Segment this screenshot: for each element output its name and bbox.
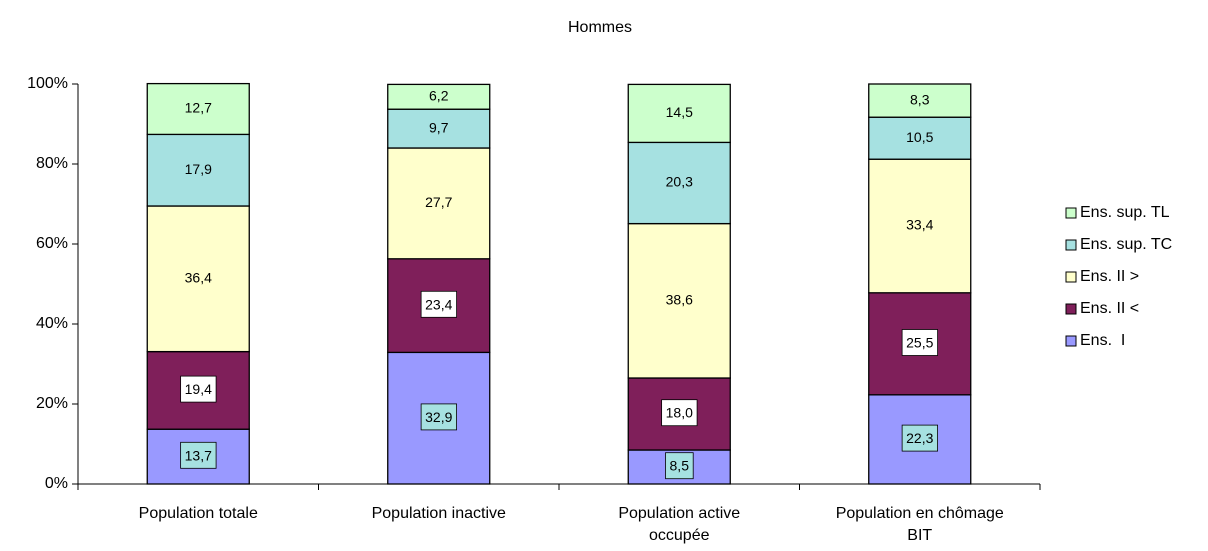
data-label-group: 32,9 bbox=[420, 403, 457, 431]
x-tick-label: Population inactive bbox=[371, 505, 506, 522]
bar-segment bbox=[627, 141, 731, 225]
data-label: 9,7 bbox=[429, 119, 449, 135]
bar-segment bbox=[146, 205, 250, 353]
legend-label: Ens. sup. TL bbox=[1080, 204, 1170, 221]
legend-swatch bbox=[1065, 239, 1077, 251]
data-label-box bbox=[420, 290, 457, 318]
data-label: 27,7 bbox=[425, 194, 452, 210]
data-label-group: 8,3 bbox=[910, 91, 930, 107]
data-label: 23,4 bbox=[425, 296, 452, 312]
data-label-group: 8,5 bbox=[665, 452, 694, 480]
x-tick-label: Population en chômage BIT bbox=[835, 505, 1004, 544]
data-label: 38,6 bbox=[666, 292, 693, 308]
bar-segment bbox=[387, 147, 491, 260]
legend-swatch bbox=[1065, 335, 1077, 347]
data-label-box bbox=[901, 329, 938, 356]
y-tick-label: 0% bbox=[45, 475, 68, 492]
x-tick-label: Population totale bbox=[138, 505, 258, 522]
data-label: 33,4 bbox=[906, 217, 933, 233]
data-label: 25,5 bbox=[906, 335, 933, 351]
data-label: 13,7 bbox=[185, 447, 212, 463]
legend-label: Ens. II < bbox=[1080, 300, 1139, 317]
data-label-group: 18,0 bbox=[661, 399, 698, 427]
data-label: 18,0 bbox=[666, 405, 693, 421]
data-label-box bbox=[665, 452, 694, 480]
data-label: 8,3 bbox=[910, 91, 930, 107]
data-label-group: 9,7 bbox=[429, 119, 449, 135]
data-label-group: 13,7 bbox=[180, 441, 217, 469]
data-label-group: 38,6 bbox=[666, 292, 693, 308]
data-label-box bbox=[661, 399, 698, 427]
legend-swatch bbox=[1065, 271, 1077, 283]
data-label: 32,9 bbox=[425, 409, 452, 425]
data-label-group: 23,4 bbox=[420, 290, 457, 318]
data-label-group: 19,4 bbox=[180, 375, 217, 403]
bar-segment bbox=[868, 83, 972, 118]
data-label: 10,5 bbox=[906, 129, 933, 145]
bar-segment bbox=[146, 82, 250, 136]
data-label-group: 10,5 bbox=[906, 129, 933, 145]
data-label: 14,5 bbox=[666, 104, 693, 120]
bar-segment bbox=[627, 83, 731, 144]
data-label-group: 36,4 bbox=[185, 270, 212, 286]
data-label-group: 25,5 bbox=[901, 329, 938, 356]
y-tick-label: 80% bbox=[36, 155, 68, 172]
data-label: 22,3 bbox=[906, 430, 933, 446]
bar-segment bbox=[868, 116, 972, 160]
data-label-group: 12,7 bbox=[185, 100, 212, 116]
y-tick-label: 20% bbox=[36, 395, 68, 412]
data-label-group: 33,4 bbox=[906, 217, 933, 233]
data-label: 20,3 bbox=[666, 174, 693, 190]
x-tick-label: Population active occupée bbox=[618, 505, 741, 544]
data-label: 36,4 bbox=[185, 270, 212, 286]
data-label-box bbox=[420, 403, 457, 431]
y-tick-label: 100% bbox=[27, 75, 68, 92]
data-label-group: 14,5 bbox=[666, 104, 693, 120]
y-tick-label: 40% bbox=[36, 315, 68, 332]
legend-label: Ens. sup. TC bbox=[1080, 236, 1172, 253]
data-label-box bbox=[180, 375, 217, 403]
data-label-group: 22,3 bbox=[901, 424, 938, 452]
data-label: 6,2 bbox=[429, 88, 449, 104]
bar-segment bbox=[387, 108, 491, 149]
data-label: 17,9 bbox=[185, 161, 212, 177]
data-label: 12,7 bbox=[185, 100, 212, 116]
data-label-group: 17,9 bbox=[185, 161, 212, 177]
data-label-box bbox=[180, 441, 217, 469]
data-label-group: 6,2 bbox=[429, 88, 449, 104]
legend-swatch bbox=[1065, 207, 1077, 219]
data-label: 8,5 bbox=[670, 458, 690, 474]
data-label-group: 20,3 bbox=[666, 174, 693, 190]
legend-label: Ens. II > bbox=[1080, 268, 1139, 285]
bar-segment bbox=[146, 133, 250, 207]
chart-title: Hommes bbox=[568, 19, 632, 36]
y-tick-label: 60% bbox=[36, 235, 68, 252]
data-label-box bbox=[901, 424, 938, 452]
data-label-group: 27,7 bbox=[425, 194, 452, 210]
data-label: 19,4 bbox=[185, 381, 212, 397]
bar-segment bbox=[868, 158, 972, 294]
legend-swatch bbox=[1065, 303, 1077, 315]
bar-segment bbox=[387, 83, 491, 110]
legend-label: Ens. I bbox=[1080, 332, 1125, 349]
